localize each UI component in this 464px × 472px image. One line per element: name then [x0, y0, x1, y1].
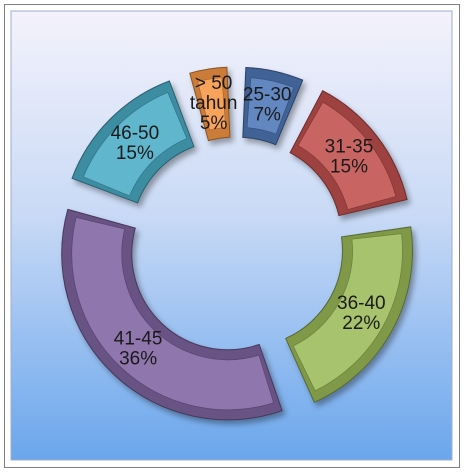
- slice-31-35: [289, 89, 408, 217]
- slice-25-30: [242, 66, 304, 146]
- slice-label: 46-50: [111, 123, 160, 144]
- slice-label: 31-35: [325, 136, 374, 157]
- slice-50: [189, 66, 231, 142]
- slice-label: 41-45: [114, 328, 163, 349]
- slice-face: [292, 233, 403, 392]
- slice-46-50: [71, 80, 195, 204]
- slice-label: tahun: [190, 93, 238, 114]
- slice-label: 36%: [119, 348, 157, 369]
- slice-face: [246, 77, 295, 135]
- slice-label: 22%: [342, 313, 380, 334]
- slice-label: 25-30: [243, 84, 292, 105]
- slice-face: [71, 216, 275, 411]
- slice-face: [297, 101, 397, 211]
- slice-face: [197, 77, 227, 131]
- slice-label: 36-40: [337, 293, 386, 314]
- slice-36-40: [285, 226, 413, 403]
- slice-label: 7%: [253, 104, 281, 125]
- slice-41-45: [61, 208, 283, 421]
- slice-label: 15%: [330, 156, 368, 177]
- slice-face: [82, 91, 188, 197]
- slice-label: > 50: [195, 73, 233, 94]
- slice-label: 5%: [200, 113, 228, 134]
- slice-label: 15%: [116, 143, 154, 164]
